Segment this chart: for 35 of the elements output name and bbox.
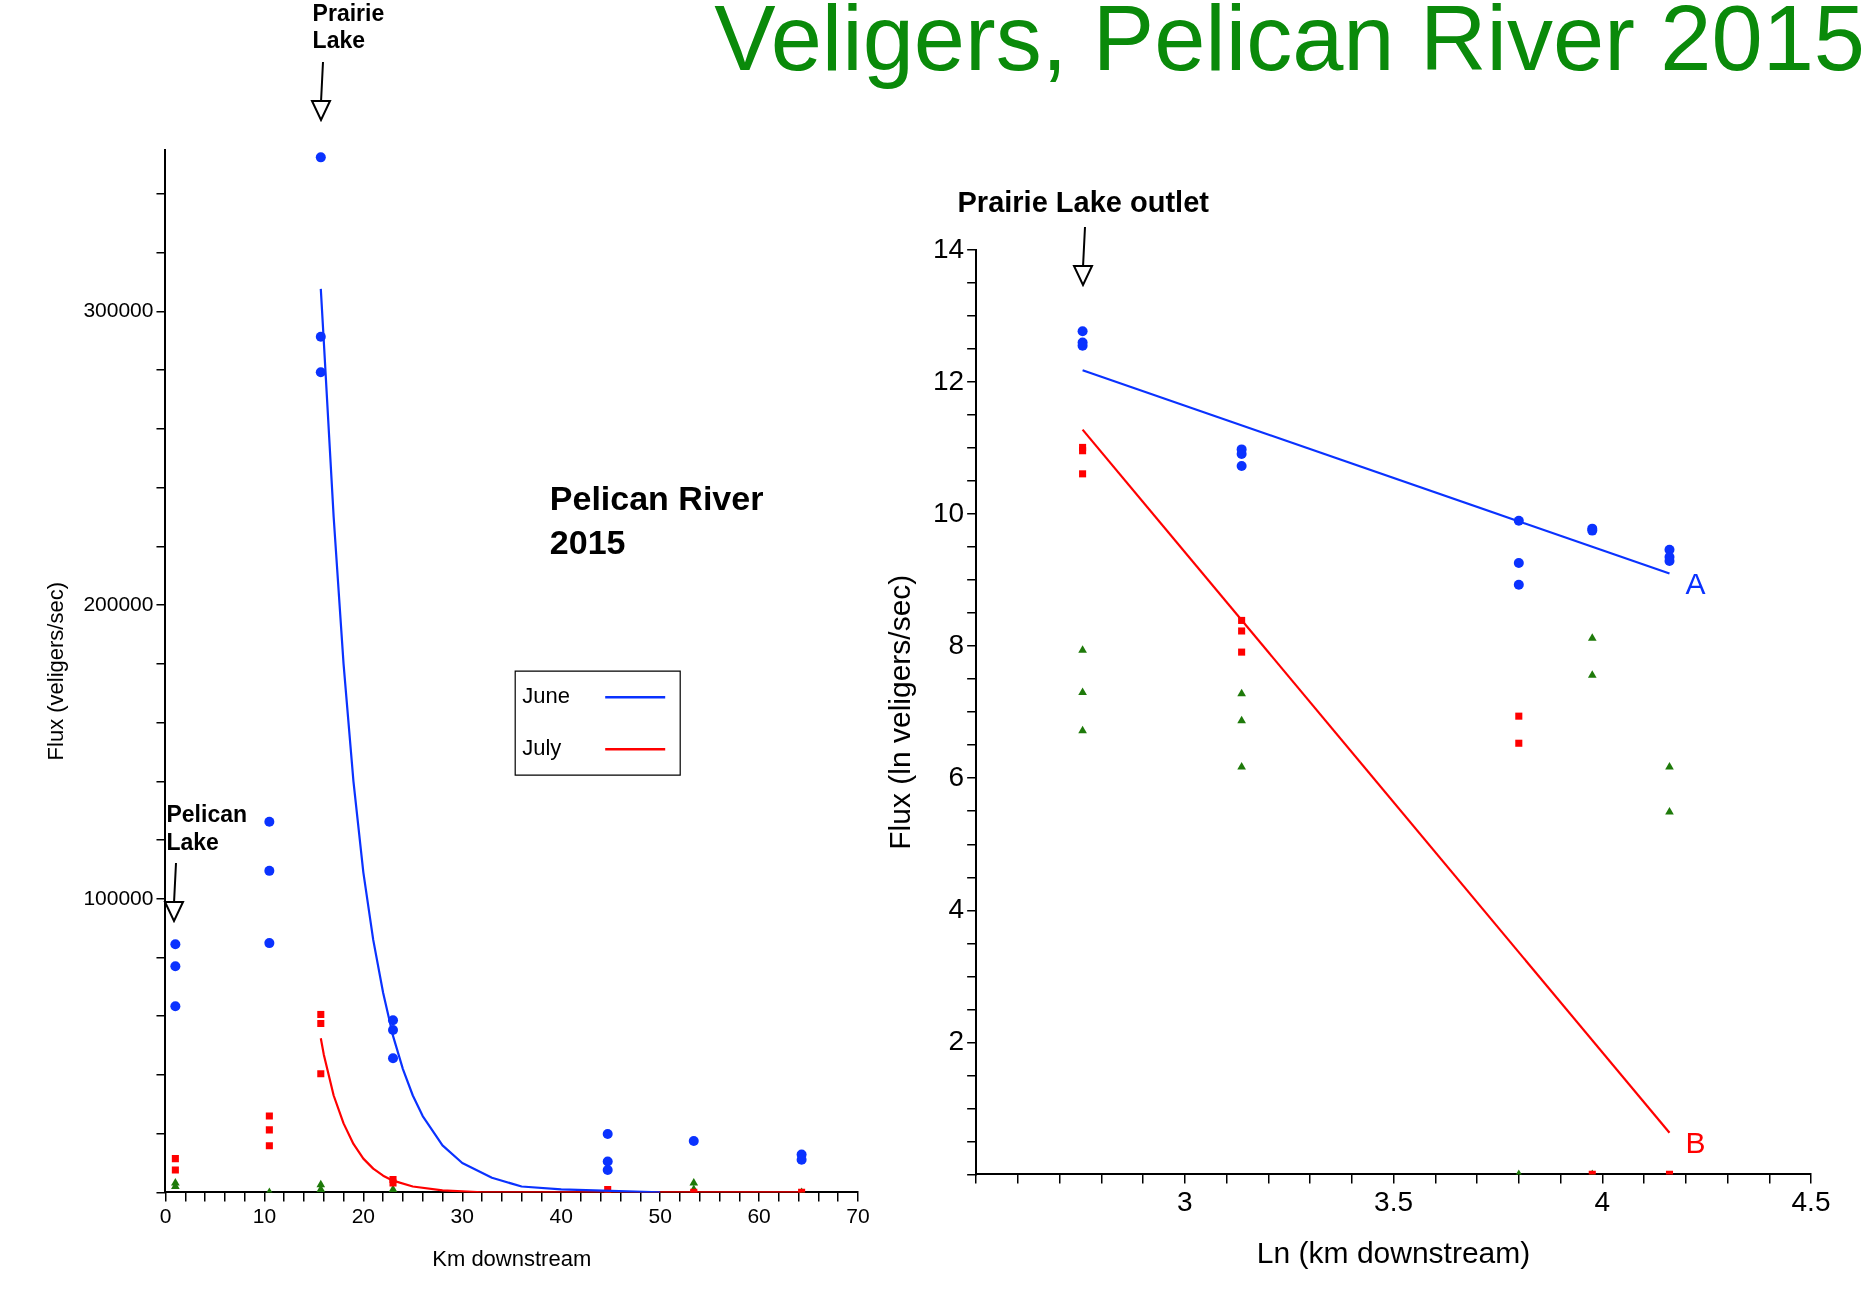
series-label: A: [1685, 566, 1706, 600]
x-axis-title: Km downstream: [432, 1245, 592, 1271]
text: Prairie Lake outlet: [957, 185, 1209, 220]
x-tick-label: 3.5: [1374, 1185, 1414, 1217]
legend-label: June: [522, 683, 570, 709]
x-tick-label: 50: [648, 1203, 672, 1227]
x-tick-label: 0: [159, 1203, 172, 1227]
y-tick-label: 8: [948, 628, 965, 660]
x-axis-title: Ln (km downstream): [1256, 1236, 1531, 1270]
x-tick-label: 60: [747, 1203, 771, 1227]
y-axis-title: Flux (veligers/sec): [43, 581, 69, 761]
y-tick-label: 300000: [83, 298, 154, 322]
y-tick-label: 10: [932, 496, 965, 528]
y-tick-label: 12: [932, 364, 965, 396]
x-tick-label: 30: [450, 1203, 474, 1227]
chart-title: Veligers, Pelican River 2015: [714, 0, 1865, 91]
x-tick-label: 4.5: [1791, 1185, 1831, 1217]
annotation: Pelican Lake: [166, 801, 248, 857]
x-tick-label: 20: [351, 1203, 376, 1227]
y-tick-label: 2: [948, 1025, 965, 1057]
legend-label: July: [522, 735, 562, 761]
y-tick-label: 200000: [83, 591, 154, 615]
y-axis-title: Flux (ln veligers/sec): [883, 574, 917, 850]
x-tick-label: 40: [549, 1203, 573, 1227]
series-label: B: [1685, 1126, 1706, 1160]
x-tick-label: 3: [1177, 1185, 1193, 1217]
x-tick-label: 4: [1594, 1185, 1611, 1217]
x-tick-label: 10: [252, 1203, 277, 1227]
text: Pelican River 2015: [549, 478, 764, 561]
y-tick-label: 100000: [83, 885, 154, 909]
x-tick-label: 70: [846, 1203, 870, 1227]
y-tick-label: 6: [948, 760, 965, 792]
text: Prairie Lake: [312, 0, 385, 56]
y-tick-label: 14: [932, 232, 965, 264]
y-tick-label: 4: [948, 893, 965, 924]
